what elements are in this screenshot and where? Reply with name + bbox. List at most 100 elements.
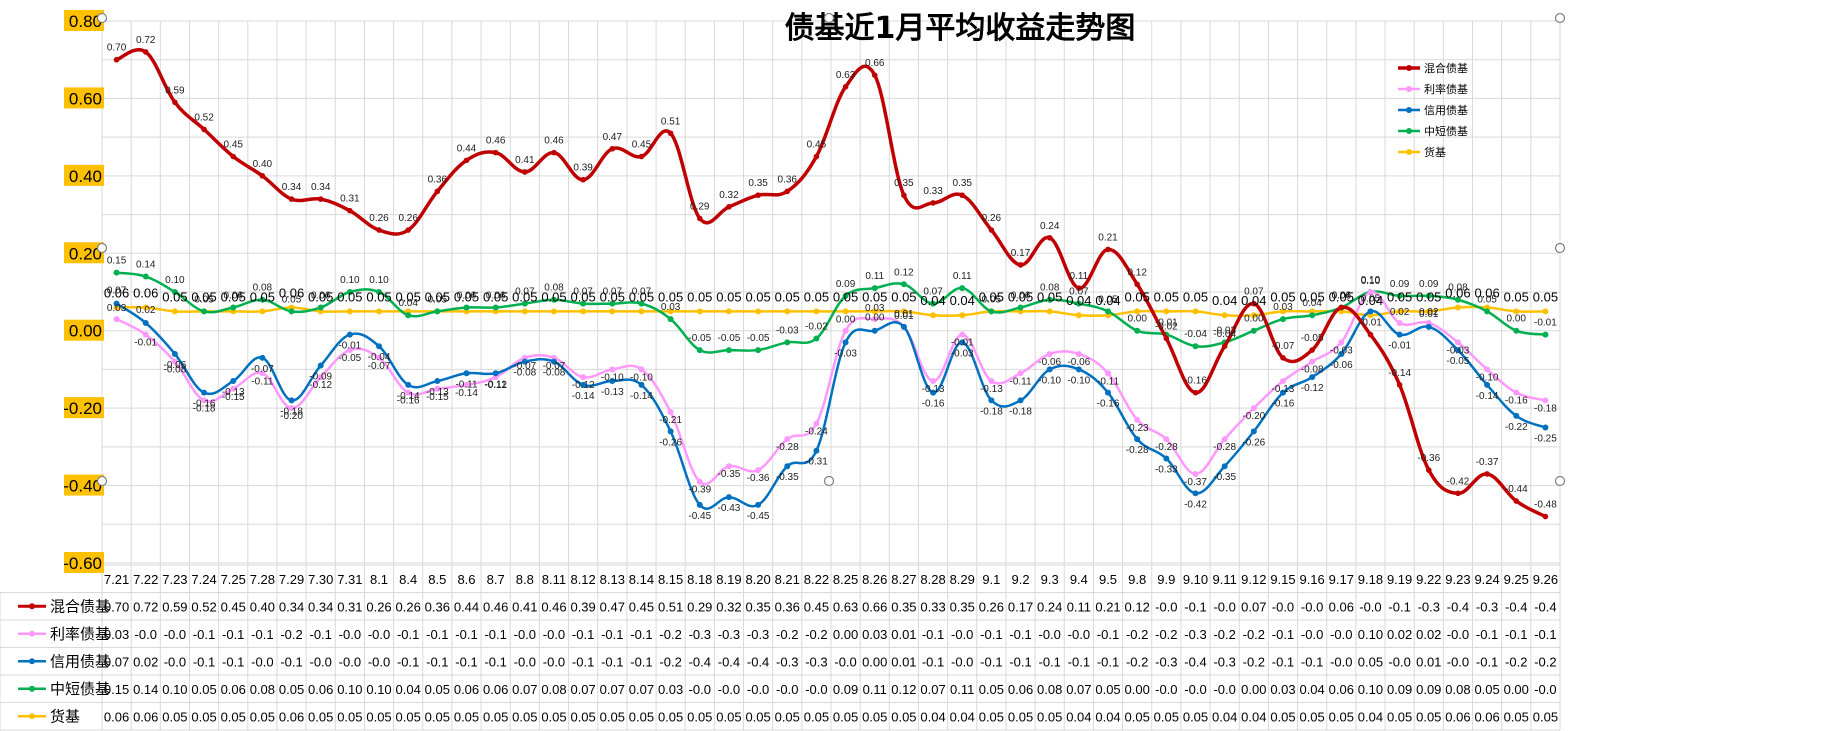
legend-entry: 信用债基 [1424,103,1468,117]
table-cell: 0.05 [191,682,216,697]
table-cell: 0.66 [862,599,887,614]
table-cell: -0.0 [1155,599,1177,614]
table-cell: -0.0 [951,654,973,669]
data-point [1280,355,1286,361]
data-point [1163,436,1170,443]
table-cell: -0.0 [1301,627,1323,642]
data-label: 0.07 [923,287,943,298]
data-point [813,153,820,160]
data-label: 0.06 [486,290,506,301]
data-point [580,300,587,307]
data-label: 0.05 [366,289,391,304]
table-cell: 0.05 [454,709,479,724]
table-cell: -0.3 [1213,654,1235,669]
data-label: 0.04 [1095,293,1120,308]
data-label: 0.05 [833,289,858,304]
data-label: -0.13 [601,387,624,398]
data-point [376,227,382,233]
data-point [755,192,761,199]
data-label: 0.02 [1390,307,1410,318]
table-cell: -0.0 [543,627,565,642]
data-point [1250,405,1257,412]
table-series-name: 混合债基 [50,597,110,615]
data-label: -0.11 [251,376,273,387]
table-cell: -0.0 [1038,627,1060,642]
table-cell: -0.0 [514,654,536,669]
data-label: 0.06 [311,290,331,301]
data-label: 0.09 [1390,279,1410,290]
data-label: -0.01 [134,338,157,349]
table-cell: 0.05 [1416,709,1441,724]
table-cell: -0.0 [1068,627,1090,642]
data-point [930,200,936,206]
selection-handle [823,475,835,487]
data-label: -0.03 [1213,325,1236,336]
data-point [1046,366,1053,373]
x-tick-label: 8.28 [920,572,945,587]
table-cell: 0.07 [600,682,625,697]
table-cell: 0.05 [1095,682,1120,697]
table-cell: -0.2 [659,627,681,642]
table-cell: 0.00 [862,654,887,669]
x-tick-label: 9.8 [1128,572,1146,587]
data-label: -0.06 [164,360,187,371]
data-point [696,347,703,354]
table-cell: -0.2 [659,654,681,669]
data-label: -0.18 [1534,403,1557,414]
data-label: 0.05 [629,289,654,304]
data-label: 0.10 [369,275,389,286]
data-point [201,308,208,315]
table-cell: 0.06 [104,709,129,724]
table-cell: 0.06 [1329,682,1354,697]
data-label: -0.16 [1505,396,1528,407]
data-point [1192,389,1199,396]
x-tick-label: 8.7 [487,572,505,587]
data-point [492,304,499,311]
table-cell: 0.31 [337,599,362,614]
data-label: 0.06 [1011,290,1031,301]
data-point [113,269,120,276]
data-point [1367,308,1374,315]
data-point [813,308,820,315]
table-cell: 0.47 [600,599,625,614]
table-cell: 0.51 [658,599,683,614]
data-point [259,173,266,179]
data-point [171,358,178,365]
data-table: 7.21 7.22 7.23 7.24 7.25 7.28 7.29 7.30 7.31 8.1 8… [18,572,1558,725]
data-label: 0.05 [512,289,537,304]
data-point [638,308,645,315]
data-label: -0.42 [1447,476,1470,487]
x-tick-label: 9.3 [1041,572,1059,587]
table-cell: 0.04 [1358,709,1383,724]
x-tick-label: 9.15 [1270,572,1295,587]
table-cell: -0.0 [164,627,186,642]
table-cell: 0.45 [629,599,654,614]
data-label: -0.16 [1184,376,1207,387]
data-label: 0.05 [308,289,333,304]
data-label: -0.05 [1301,333,1324,344]
table-cell: -0.0 [135,627,157,642]
data-point [580,381,587,388]
table-cell: -0.0 [514,627,536,642]
x-tick-label: 8.21 [775,572,800,587]
data-label: -0.07 [1272,341,1295,352]
data-point [142,273,149,280]
table-cell: -0.3 [1476,599,1498,614]
data-label: 0.07 [632,287,652,298]
table-cell: -0.0 [1330,654,1352,669]
table-cell: -0.0 [1388,654,1410,669]
table-cell: -0.0 [1301,599,1323,614]
data-label: 0.26 [982,213,1002,224]
table-cell: -0.1 [1301,654,1323,669]
data-label: 0.05 [1008,289,1033,304]
data-point [142,304,149,311]
table-cell: 0.05 [483,709,508,724]
table-legend-marker [29,685,35,692]
table-cell: 0.04 [1212,709,1237,724]
x-tick-label: 7.30 [308,572,333,587]
table-cell: 0.08 [1445,682,1470,697]
series-line-1 [115,290,1546,486]
data-point [521,308,528,315]
data-label: -0.36 [1417,453,1440,464]
